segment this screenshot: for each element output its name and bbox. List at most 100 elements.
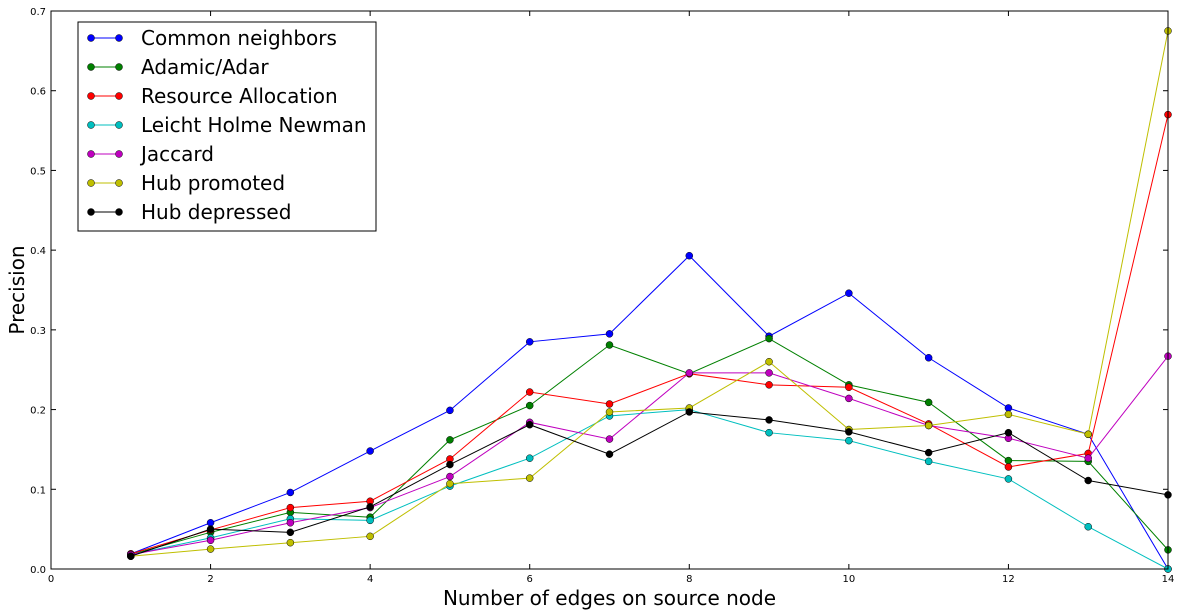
data-point — [206, 536, 215, 545]
data-point — [1004, 456, 1013, 465]
data-point — [525, 388, 534, 396]
data-point — [765, 357, 773, 366]
data-point — [924, 457, 933, 466]
data-point — [1004, 410, 1013, 419]
legend-marker — [87, 179, 95, 187]
data-point — [845, 394, 853, 403]
y-tick-label: 0.7 — [30, 7, 46, 18]
data-point — [525, 474, 534, 482]
series-hub-depressed — [127, 408, 1172, 560]
data-point — [685, 251, 694, 260]
data-point — [286, 519, 295, 527]
series-line — [130, 255, 1169, 570]
series-line — [130, 30, 1169, 557]
data-point — [446, 406, 454, 415]
data-point — [206, 519, 215, 527]
legend-label: Adamic/Adar — [141, 55, 269, 79]
data-point — [206, 545, 215, 553]
data-point — [924, 421, 933, 430]
legend-entry: Jaccard — [87, 142, 214, 166]
data-point — [605, 408, 614, 416]
series-line — [130, 114, 1169, 555]
series-hub-promoted — [127, 27, 1172, 560]
legend-label: Resource Allocation — [141, 84, 338, 108]
legend-marker — [115, 208, 123, 216]
data-point — [765, 369, 773, 377]
data-point — [366, 503, 374, 511]
x-tick-label: 8 — [686, 574, 692, 585]
x-tick-label: 4 — [367, 574, 373, 585]
data-point — [1084, 430, 1092, 439]
legend-marker — [115, 63, 123, 71]
series-line — [130, 409, 1169, 570]
data-point — [1004, 463, 1013, 471]
data-point — [446, 460, 454, 469]
legend-label: Leicht Holme Newman — [141, 113, 367, 137]
legend-marker — [87, 208, 95, 216]
legend-marker — [115, 92, 123, 100]
data-point — [127, 552, 135, 560]
data-point — [446, 479, 454, 488]
data-point — [1084, 476, 1092, 485]
legend-marker — [87, 34, 95, 42]
data-point — [765, 381, 773, 389]
y-tick-label: 0.5 — [30, 166, 46, 177]
data-point — [845, 289, 853, 297]
legend-label: Common neighbors — [141, 26, 337, 50]
y-tick-label: 0.6 — [30, 87, 46, 98]
x-tick-label: 0 — [48, 574, 54, 585]
data-point — [525, 338, 534, 346]
y-tick-label: 0.1 — [30, 485, 46, 496]
legend-marker — [115, 34, 123, 42]
legend-marker — [115, 121, 123, 129]
legend-entry: Resource Allocation — [87, 84, 338, 108]
data-point — [525, 420, 534, 429]
data-point — [1084, 454, 1092, 462]
data-point — [685, 369, 694, 377]
legend-entry: Adamic/Adar — [87, 55, 269, 79]
data-point — [525, 454, 534, 462]
x-tick-label: 2 — [207, 574, 213, 585]
y-tick-label: 0.2 — [30, 406, 46, 417]
data-point — [605, 330, 614, 338]
plot-frame — [50, 10, 1169, 570]
data-point — [605, 400, 614, 408]
series-common-neighbors — [127, 251, 1172, 573]
legend-label: Jaccard — [139, 142, 214, 166]
data-point — [366, 532, 374, 541]
data-point — [1004, 404, 1013, 412]
data-point — [286, 538, 295, 547]
data-point — [924, 448, 933, 457]
data-point — [446, 472, 454, 481]
y-tick-label: 0.0 — [30, 565, 46, 576]
legend-label: Hub depressed — [141, 200, 291, 224]
y-axis-label: Precision — [5, 245, 29, 334]
x-tick-label: 14 — [1162, 574, 1175, 585]
data-point — [525, 401, 534, 410]
data-point — [605, 341, 614, 349]
data-point — [845, 428, 853, 436]
data-point — [605, 435, 614, 443]
legend-marker — [87, 63, 95, 71]
legend-entry: Common neighbors — [87, 26, 337, 50]
x-tick-label: 12 — [1002, 574, 1015, 585]
legend-box — [77, 21, 377, 232]
data-point — [924, 398, 933, 407]
data-point — [1084, 523, 1092, 531]
series-line — [130, 411, 1169, 557]
data-point — [206, 525, 215, 533]
x-tick-label: 6 — [527, 574, 533, 585]
legend-marker — [87, 92, 95, 100]
data-point — [924, 354, 933, 362]
data-point — [446, 436, 454, 444]
data-point — [286, 503, 295, 512]
data-point — [366, 516, 374, 525]
legend-marker — [87, 121, 95, 129]
legend-entry: Hub depressed — [87, 200, 291, 224]
data-point — [845, 383, 853, 392]
legend-entry: Leicht Holme Newman — [87, 113, 367, 137]
data-point — [366, 447, 374, 455]
data-point — [1004, 428, 1013, 437]
